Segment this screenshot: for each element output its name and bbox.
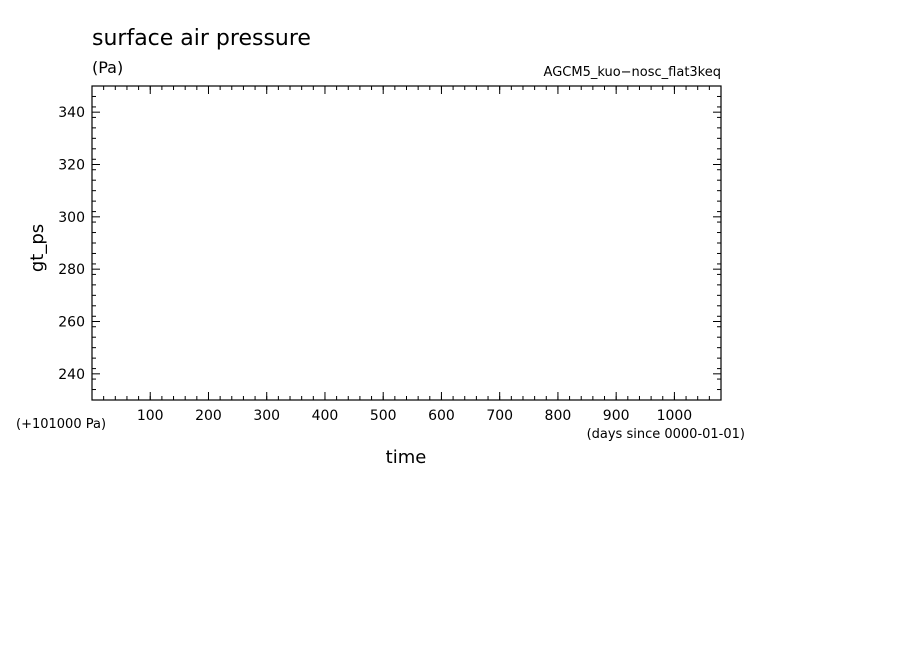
x-tick-label: 700 xyxy=(486,408,513,424)
y-tick-label: 280 xyxy=(58,262,85,278)
x-tick-label: 100 xyxy=(137,408,164,424)
x-tick-label: 800 xyxy=(545,408,572,424)
chart-source: AGCM5_kuo−nosc_flat3keq xyxy=(544,65,721,80)
chart-title: surface air pressure xyxy=(92,26,311,51)
x-tick-label: 500 xyxy=(370,408,397,424)
y-tick-label: 320 xyxy=(58,158,85,174)
x-tick-label: 900 xyxy=(603,408,630,424)
x-tick-label: 1000 xyxy=(657,408,693,424)
x-tick-label: 200 xyxy=(195,408,222,424)
x-tick-label: 600 xyxy=(428,408,455,424)
plot-frame xyxy=(91,85,722,401)
x-tick-label: 400 xyxy=(312,408,339,424)
y-tick-label: 240 xyxy=(58,367,85,383)
axis-ticks xyxy=(92,86,721,400)
chart-units: (Pa) xyxy=(92,58,123,77)
y-tick-labels: 240 260 280 300 320 340 xyxy=(58,105,85,383)
y-tick-label: 340 xyxy=(58,105,85,121)
x-tick-label: 300 xyxy=(253,408,280,424)
y-tick-label: 300 xyxy=(58,210,85,226)
y-axis-label: gt_ps xyxy=(27,224,48,272)
x-axis-label: time xyxy=(386,447,427,468)
y-tick-label: 260 xyxy=(58,315,85,331)
x-tick-labels: 100 200 300 400 500 600 700 800 900 1000 xyxy=(137,408,692,424)
x-axis-units: (days since 0000-01-01) xyxy=(587,427,745,442)
y-offset-label: (+101000 Pa) xyxy=(16,417,106,432)
